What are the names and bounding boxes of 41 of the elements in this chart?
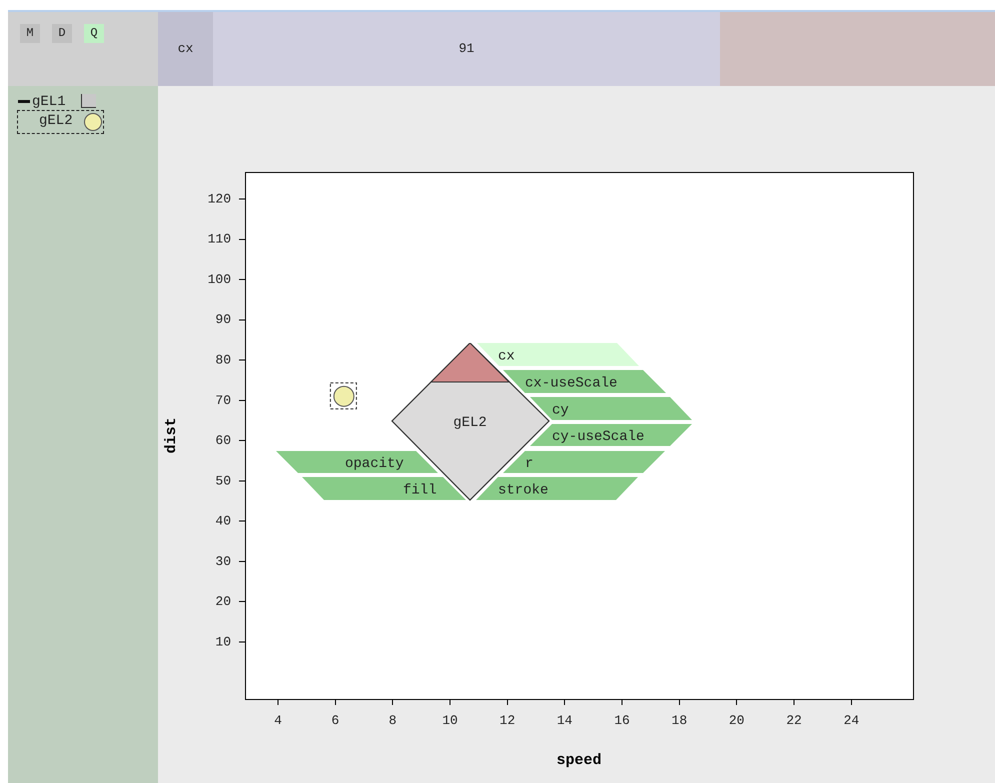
x-tick-label: 14 <box>556 713 573 728</box>
y-tick-label: 70 <box>215 392 231 408</box>
x-tick-label: 12 <box>500 713 516 728</box>
x-tick-label: 10 <box>442 713 458 728</box>
y-tick-label: 100 <box>208 272 231 287</box>
annotation: r <box>525 456 534 472</box>
x-tick-label: 22 <box>786 713 802 728</box>
y-tick-label: 60 <box>215 433 231 448</box>
text: gEL1 <box>32 93 67 111</box>
annotation: fill <box>403 482 437 498</box>
y-tick-label: 50 <box>215 473 231 488</box>
annotation: opacity <box>345 456 404 472</box>
annotation: gEL2 <box>453 415 487 431</box>
annotation: cx <box>498 348 515 364</box>
text: gEL2 <box>39 112 74 130</box>
annotation: cy <box>552 402 569 418</box>
y-tick-label: 90 <box>215 312 231 328</box>
y-tick-label: 40 <box>215 514 231 529</box>
text: cx <box>158 12 213 86</box>
x-tick-label: 18 <box>672 713 688 728</box>
x-tick-label: 16 <box>614 713 630 728</box>
x-tick-label: 4 <box>274 713 282 728</box>
annotation: cy-useScale <box>552 429 644 445</box>
text: 91 <box>213 12 720 86</box>
annotation: stroke <box>498 482 548 498</box>
x-tick-label: 20 <box>728 713 744 728</box>
y-tick-label: 30 <box>215 554 231 569</box>
y-tick-label: 10 <box>215 634 231 650</box>
y-tick-label: 80 <box>215 352 231 368</box>
x-axis-title: speed <box>556 752 602 769</box>
x-tick-label: 8 <box>388 713 397 728</box>
y-tick-label: 110 <box>208 232 231 247</box>
y-axis-title: dist <box>162 417 180 454</box>
toolbar-button: D <box>52 24 72 43</box>
annotation: cx-useScale <box>525 376 618 392</box>
x-tick-label: 24 <box>844 713 860 728</box>
y-tick-label: 20 <box>215 594 231 610</box>
toolbar-button: Q <box>84 24 104 43</box>
y-tick-label: 120 <box>208 191 231 206</box>
x-tick-label: 6 <box>331 713 340 728</box>
toolbar-button: M <box>20 24 40 43</box>
